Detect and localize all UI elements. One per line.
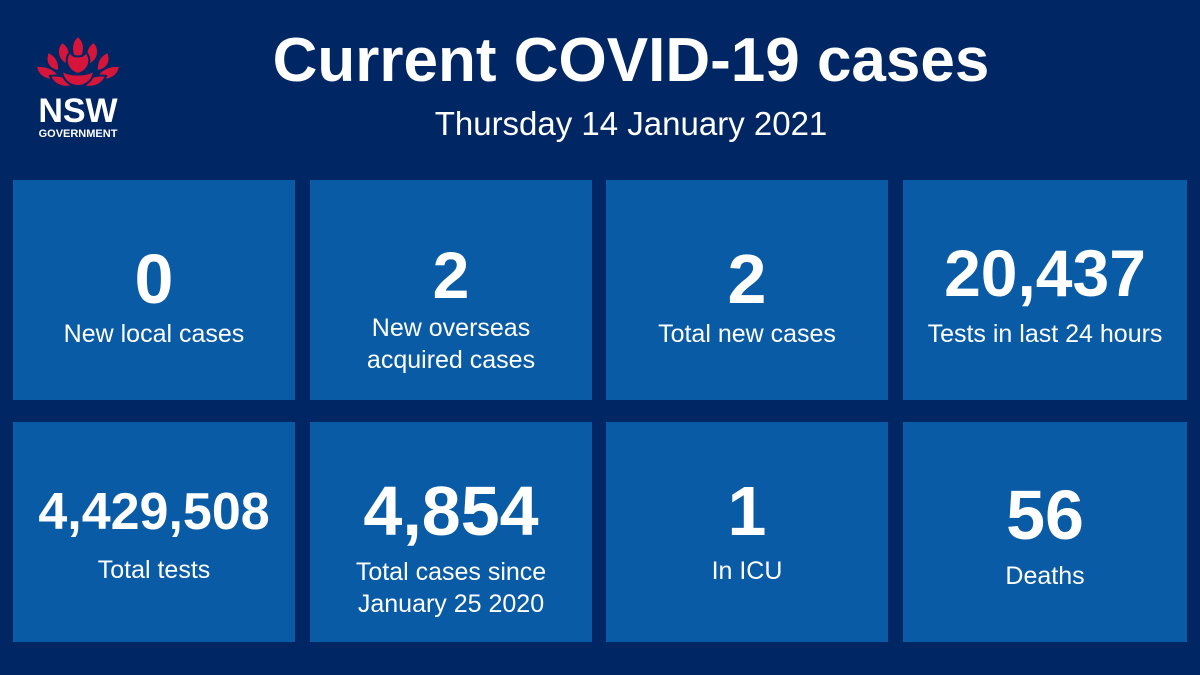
stat-tile-total-tests: 4,429,508 Total tests [13,422,295,642]
stat-label: Deaths [1005,562,1085,590]
stat-label: Tests in last 24 hours [927,320,1163,348]
stat-tile-total-cases-since: 4,854 Total cases since January 25 2020 [310,422,592,642]
stat-tile-total-new-cases: 2 Total new cases [606,180,888,400]
page-title: Current COVID-19 cases [272,26,990,95]
stat-tile-new-local-cases: 0 New local cases [13,180,295,400]
stat-value: 56 [1006,476,1084,554]
logo-nsw-text: NSW [38,92,118,130]
logo-government-text: GOVERNMENT [38,128,118,140]
stat-label: Total new cases [658,320,836,348]
stat-value: 2 [432,238,470,312]
stat-value: 4,429,508 [38,483,270,541]
stat-value: 2 [727,240,767,318]
stat-value: 0 [134,240,174,318]
stat-tile-new-overseas-cases: 2 New overseas acquired cases [310,180,592,400]
waratah-flower-icon [34,34,122,88]
stat-value: 1 [727,472,767,550]
nsw-government-logo: NSW GOVERNMENT [28,32,128,142]
stat-value: 20,437 [944,236,1146,310]
stat-label: Total cases since January 25 2020 [355,558,547,618]
stat-label: New overseas acquired cases [366,314,536,374]
stat-label: New local cases [63,320,245,348]
stat-label: In ICU [711,557,783,585]
report-date: Thursday 14 January 2021 [434,105,828,142]
stat-label: Total tests [97,556,211,584]
stat-tile-tests-last-24-hours: 20,437 Tests in last 24 hours [903,180,1187,400]
stat-tile-in-icu: 1 In ICU [606,422,888,642]
stat-tile-deaths: 56 Deaths [903,422,1187,642]
stat-value: 4,854 [363,472,539,550]
